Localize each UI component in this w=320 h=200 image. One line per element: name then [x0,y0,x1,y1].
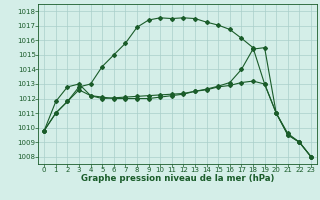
X-axis label: Graphe pression niveau de la mer (hPa): Graphe pression niveau de la mer (hPa) [81,174,274,183]
